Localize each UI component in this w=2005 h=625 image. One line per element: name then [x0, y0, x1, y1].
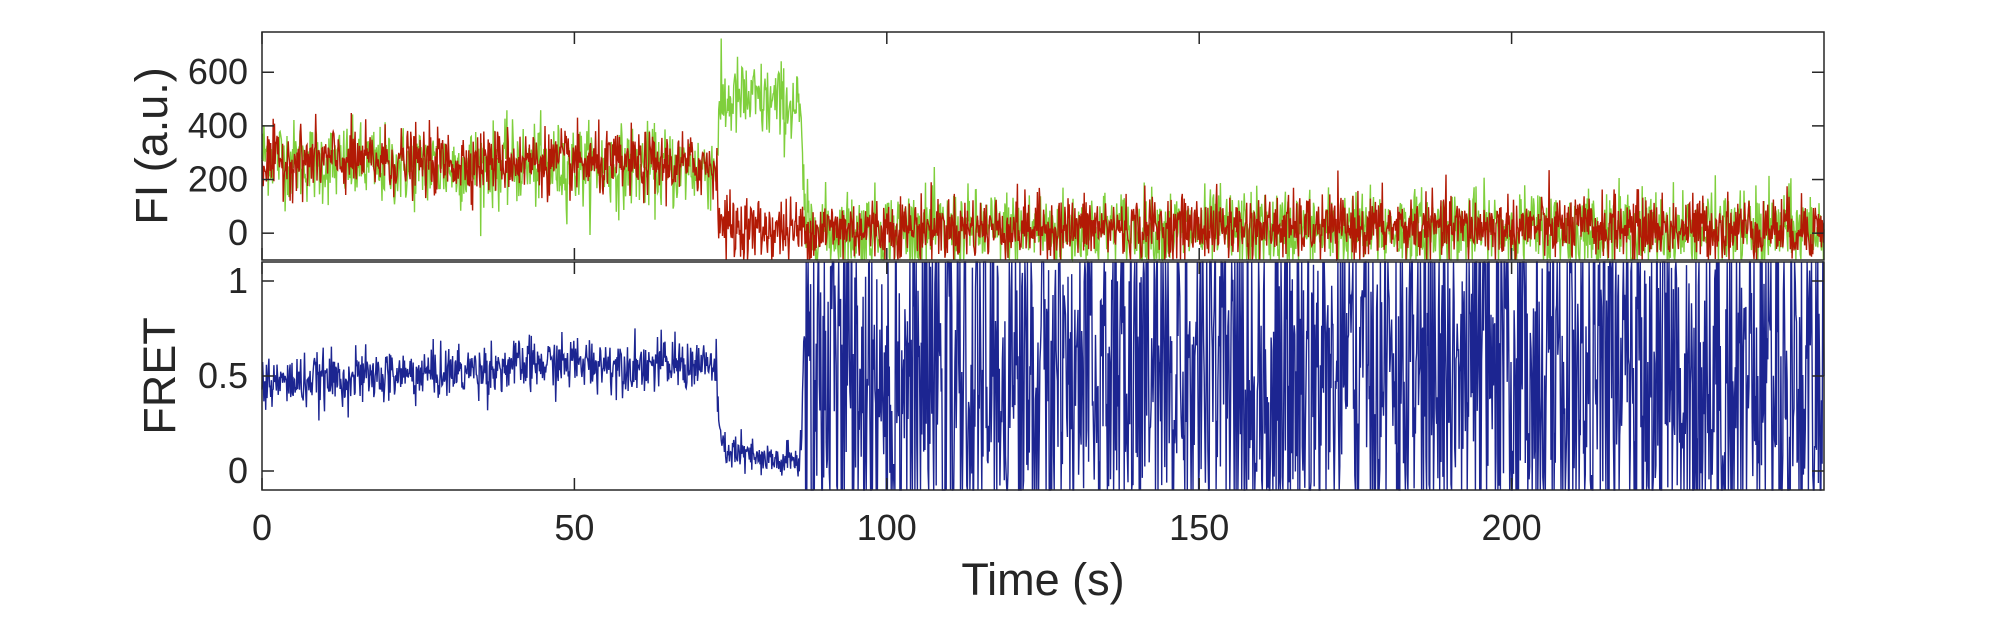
- intensity-ticks: 0 200 400 600: [188, 32, 1824, 260]
- intensity-axes-box: [261, 31, 1825, 261]
- fret-panel: 0 0.5 1 0 50 100 150 200 FRET Time (s): [134, 259, 1825, 605]
- fret-trace: [261, 259, 1825, 491]
- y-tick-label: 1: [228, 260, 248, 301]
- x-axis-label: Time (s): [961, 554, 1124, 605]
- x-tick-label: 200: [1482, 507, 1542, 548]
- fret-ticks: 0 0.5 1 0 50 100 150 200: [198, 260, 1824, 548]
- y-tick-label: 0: [228, 450, 248, 491]
- y-tick-label: 0.5: [198, 355, 248, 396]
- x-tick-label: 100: [857, 507, 917, 548]
- y-tick-label: 600: [188, 51, 248, 92]
- intensity-traces: [261, 38, 1825, 263]
- trace-line-fret: [261, 259, 1825, 491]
- x-tick-label: 0: [252, 507, 272, 548]
- x-tick-label: 150: [1169, 507, 1229, 548]
- y-tick-label: 0: [228, 212, 248, 253]
- x-tick-label: 50: [554, 507, 594, 548]
- intensity-y-axis-label: FI (a.u.): [126, 67, 177, 225]
- fret-y-axis-label: FRET: [134, 317, 185, 435]
- y-tick-label: 400: [188, 105, 248, 146]
- intensity-panel: 0 200 400 600 FI (a.u.): [126, 31, 1825, 263]
- trace-line-acceptor: [261, 112, 1825, 262]
- y-tick-label: 200: [188, 159, 248, 200]
